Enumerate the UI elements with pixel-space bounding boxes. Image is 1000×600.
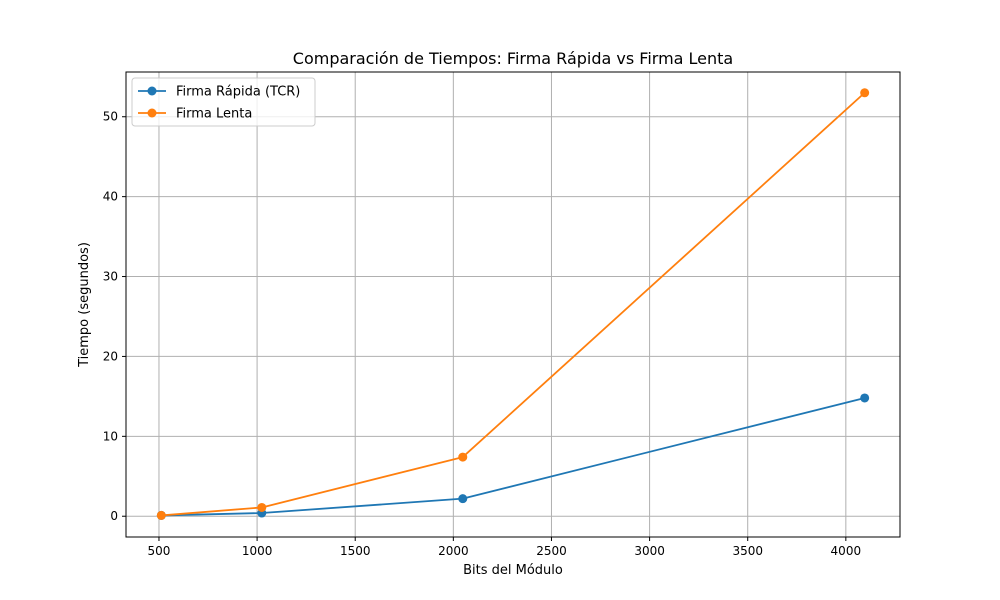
series-2-point: [458, 452, 468, 462]
y-tick-label: 50: [103, 110, 118, 124]
x-tick-label: 3000: [634, 544, 665, 558]
y-tick-label: 20: [103, 349, 118, 363]
chart-title: Comparación de Tiempos: Firma Rápida vs …: [293, 49, 733, 68]
y-tick-label: 40: [103, 190, 118, 204]
legend-marker-1: [147, 86, 157, 96]
series-1-point: [860, 393, 870, 403]
legend-marker-2: [147, 108, 157, 118]
legend-label-2: Firma Lenta: [176, 107, 252, 122]
x-tick-label: 3500: [732, 544, 763, 558]
x-tick-label: 1000: [242, 544, 273, 558]
series-2-point: [156, 510, 166, 520]
x-tick-label: 4000: [831, 544, 862, 558]
y-tick-label: 0: [110, 509, 118, 523]
series-2-point: [257, 502, 267, 512]
axis-layer: 500 1000 1500 2000 2500 3000 3500 4000 0 10 20 30 40…: [103, 110, 861, 558]
y-axis-label: Tiempo (segundos): [77, 242, 92, 368]
legend: Firma Rápida (TCR) Firma Lenta: [131, 77, 316, 127]
grid-layer: [126, 72, 900, 537]
x-tick-label: 500: [148, 544, 171, 558]
series-2-point: [860, 88, 870, 98]
y-tick-label: 10: [103, 429, 118, 443]
x-tick-label: 2000: [438, 544, 469, 558]
legend-label-1: Firma Rápida (TCR): [176, 85, 300, 100]
y-tick-label: 30: [103, 270, 118, 284]
series-layer: [156, 88, 870, 520]
series-line-2: [161, 92, 866, 517]
plot-frame: [125, 71, 901, 538]
legend-box: [131, 77, 316, 127]
series-line-1: [161, 397, 865, 517]
x-axis-label: Bits del Módulo: [463, 563, 563, 578]
x-tick-label: 1500: [340, 544, 371, 558]
series-1-point: [458, 494, 468, 504]
x-tick-label: 2500: [536, 544, 567, 558]
